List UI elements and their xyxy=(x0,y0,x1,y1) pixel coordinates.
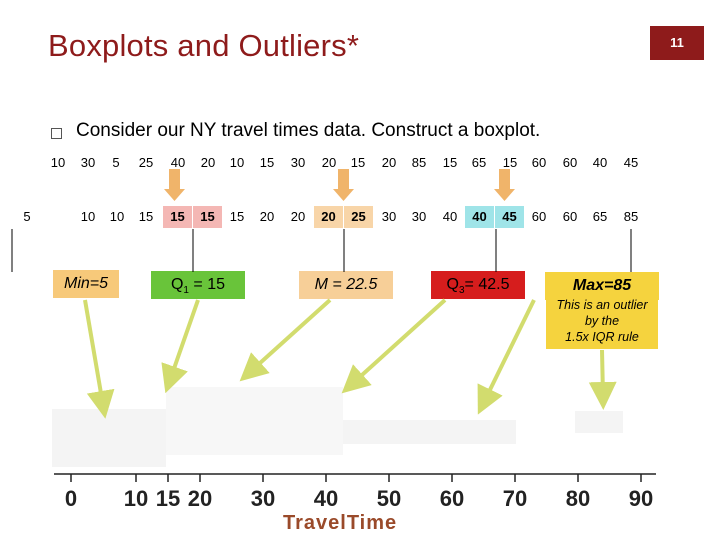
raw-value: 25 xyxy=(138,155,154,170)
down-arrow-icon xyxy=(494,169,515,201)
sorted-value: 40 xyxy=(442,209,458,224)
sorted-value: 15 xyxy=(229,209,245,224)
q1-letter: Q xyxy=(170,276,184,293)
sorted-value: 10 xyxy=(109,209,125,224)
raw-value: 30 xyxy=(290,155,306,170)
axis-tick-label: 0 xyxy=(64,486,78,511)
axis-ticks xyxy=(70,474,642,482)
axis-tick-label: 10 xyxy=(123,486,149,511)
sorted-value-q1-low: 15 xyxy=(163,206,192,228)
raw-value: 20 xyxy=(381,155,397,170)
sorted-value-q3-high: 45 xyxy=(495,206,524,228)
raw-value: 15 xyxy=(442,155,458,170)
bullet-text: Consider our NY travel times data. Const… xyxy=(76,120,541,141)
max-label: Max=85 xyxy=(545,272,659,300)
down-arrow-icon xyxy=(333,169,354,201)
arrow-icon xyxy=(83,299,115,419)
raw-value: 60 xyxy=(531,155,547,170)
sorted-value: 20 xyxy=(290,209,306,224)
raw-value: 40 xyxy=(170,155,186,170)
median-label: M = 22.5 xyxy=(299,271,393,299)
sorted-value-median-low: 20 xyxy=(314,206,343,228)
axis-tick-label: 20 xyxy=(187,486,213,511)
min-label: Min=5 xyxy=(53,270,119,298)
sorted-value: 60 xyxy=(531,209,547,224)
axis-tick-label: 40 xyxy=(313,486,339,511)
raw-value: 40 xyxy=(592,155,608,170)
raw-value: 45 xyxy=(623,155,639,170)
raw-value: 15 xyxy=(259,155,275,170)
sorted-value: 85 xyxy=(623,209,639,224)
q3-subscript: 3 xyxy=(458,285,465,297)
boxplot-placeholder xyxy=(166,387,343,455)
q3-letter: Q xyxy=(446,276,459,293)
page-number: 11 xyxy=(650,26,704,60)
outlier-note: This is an outlier by the 1.5x IQR rule xyxy=(546,296,658,349)
axis-tick-label: 70 xyxy=(502,486,528,511)
sorted-value: 5 xyxy=(23,209,31,224)
q1-value: = 15 xyxy=(188,276,226,293)
sorted-value-q3-low: 40 xyxy=(465,206,494,228)
raw-value: 60 xyxy=(562,155,578,170)
arrow-icon xyxy=(477,299,536,415)
q1-subscript: 1 xyxy=(183,285,189,297)
raw-value: 15 xyxy=(502,155,518,170)
sorted-value: 10 xyxy=(80,209,96,224)
raw-value: 20 xyxy=(321,155,337,170)
arrow-icon xyxy=(588,349,617,410)
slide-title: Boxplots and Outliers* xyxy=(48,28,360,63)
q3-value: = 42.5 xyxy=(464,276,510,293)
axis-tick-label: 90 xyxy=(628,486,654,511)
raw-value: 20 xyxy=(200,155,216,170)
raw-value: 15 xyxy=(350,155,366,170)
sorted-value: 20 xyxy=(259,209,275,224)
outlier-note-line: by the xyxy=(584,314,620,328)
sorted-value: 30 xyxy=(411,209,427,224)
outlier-note-line: This is an outlier xyxy=(556,298,648,312)
arrow-icon xyxy=(239,298,332,382)
raw-value: 85 xyxy=(411,155,427,170)
q1-label: Q1 = 15 xyxy=(151,271,245,299)
raw-value: 5 xyxy=(112,155,120,170)
q3-label: Q3= 42.5 xyxy=(431,271,525,299)
boxplot-placeholder xyxy=(343,420,516,444)
axis-tick-label: 50 xyxy=(376,486,402,511)
raw-value: 10 xyxy=(229,155,245,170)
raw-value: 65 xyxy=(471,155,487,170)
axis-title: TravelTime xyxy=(283,512,398,534)
arrow-icon xyxy=(161,299,200,394)
bullet-square-icon xyxy=(51,128,62,139)
raw-value: 10 xyxy=(50,155,66,170)
axis-tick-label: 80 xyxy=(565,486,591,511)
axis-tick-label: 30 xyxy=(250,486,276,511)
axis-tick-label: 15 xyxy=(155,486,181,511)
outlier-note-line: 1.5x IQR rule xyxy=(565,330,639,344)
sorted-value: 15 xyxy=(138,209,154,224)
sorted-value: 60 xyxy=(562,209,578,224)
sorted-value: 30 xyxy=(381,209,397,224)
sorted-value: 65 xyxy=(592,209,608,224)
down-arrow-icon xyxy=(164,169,185,201)
sorted-value-q1-high: 15 xyxy=(193,206,222,228)
boxplot-placeholder xyxy=(575,411,623,433)
sorted-value-median-high: 25 xyxy=(344,206,373,228)
raw-value: 30 xyxy=(80,155,96,170)
arrow-icon xyxy=(341,298,447,394)
axis-tick-label: 60 xyxy=(439,486,465,511)
